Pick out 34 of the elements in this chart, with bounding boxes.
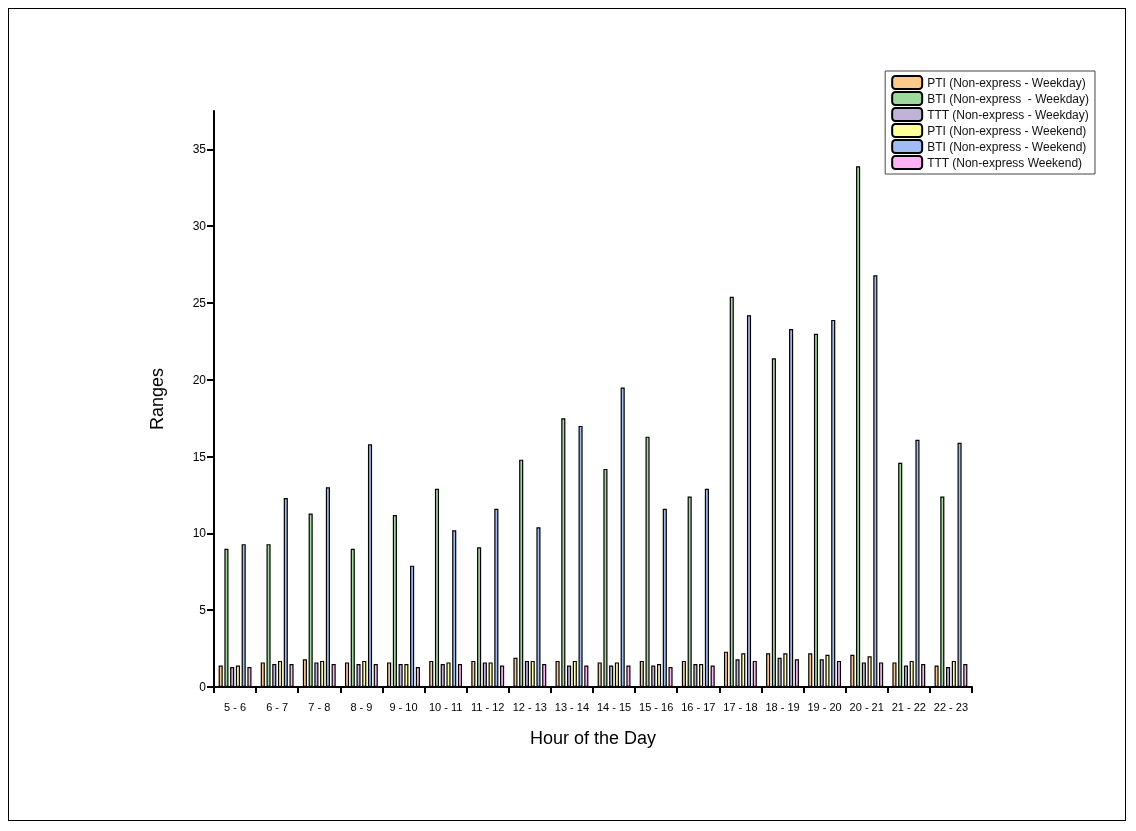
y-tick-label: 20 bbox=[192, 372, 207, 387]
x-tick-label: 13 - 14 bbox=[554, 700, 590, 713]
x-tick-label: 6 - 7 bbox=[266, 700, 289, 713]
x-tick-label: 9 - 10 bbox=[389, 700, 418, 713]
y-tick-label: 5 bbox=[199, 603, 207, 618]
x-tick-label: 16 - 17 bbox=[681, 700, 716, 713]
legend-label: PTI (Non-express - Weekend) bbox=[927, 123, 1087, 138]
x-tick-label: 12 - 13 bbox=[512, 700, 547, 713]
x-tick-label: 8 - 9 bbox=[350, 700, 373, 713]
x-tick-label: 19 - 20 bbox=[807, 700, 842, 713]
legend-label: TTT (Non-express - Weekday) bbox=[927, 107, 1089, 122]
x-tick-label: 5 - 6 bbox=[224, 700, 247, 713]
legend-label: TTT (Non-express Weekend) bbox=[927, 155, 1083, 170]
x-tick-label: 22 - 23 bbox=[933, 700, 969, 713]
x-tick-label: 21 - 22 bbox=[891, 700, 926, 713]
y-tick-label: 35 bbox=[192, 142, 207, 157]
y-tick-label: 30 bbox=[192, 219, 207, 234]
x-tick-label: 7 - 8 bbox=[308, 700, 331, 713]
legend-label: BTI (Non-express - Weekend) bbox=[927, 139, 1087, 154]
y-tick-label: 0 bbox=[199, 680, 207, 694]
y-axis-title: Ranges bbox=[147, 367, 167, 431]
y-tick-label: 25 bbox=[192, 296, 207, 310]
legend-label: BTI (Non-express - Weekday) bbox=[927, 91, 1089, 106]
legend-label: PTI (Non-express - Weekday) bbox=[927, 75, 1086, 90]
x-axis-title: Hour of the Day bbox=[529, 728, 657, 748]
x-tick-label: 11 - 12 bbox=[471, 700, 505, 713]
x-tick-label: 18 - 19 bbox=[765, 700, 800, 713]
x-tick-label: 17 - 18 bbox=[723, 700, 758, 713]
x-tick-label: 10 - 11 bbox=[428, 700, 463, 713]
y-tick-label: 15 bbox=[192, 449, 207, 464]
x-tick-label: 20 - 21 bbox=[849, 700, 884, 713]
x-tick-label: 15 - 16 bbox=[639, 700, 674, 713]
y-tick-label: 10 bbox=[192, 526, 207, 541]
x-tick-label: 14 - 15 bbox=[596, 700, 632, 713]
